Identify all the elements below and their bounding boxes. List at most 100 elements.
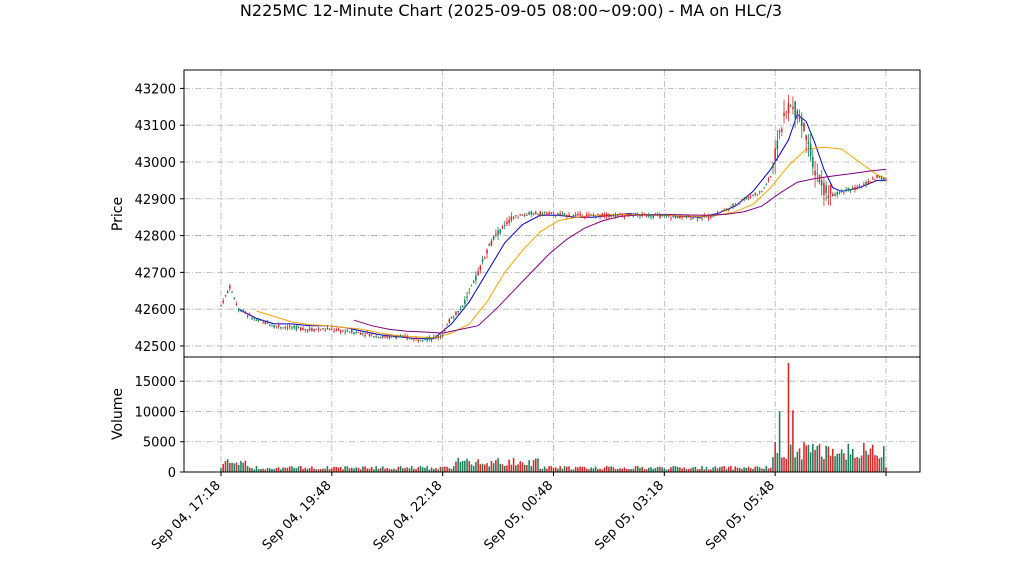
volume-bar: [754, 466, 756, 472]
candle-body: [550, 212, 553, 214]
candle-body: [769, 176, 772, 178]
x-tick-label: Sep 05, 00:48: [481, 478, 556, 553]
volume-bar: [588, 469, 590, 472]
volume-bar: [344, 466, 346, 472]
candle-body: [541, 213, 544, 215]
candle-body: [643, 214, 646, 216]
candle-body: [455, 311, 457, 315]
candle-body: [705, 216, 708, 218]
candle-body: [632, 216, 635, 218]
volume-bar: [730, 466, 732, 472]
volume-bar: [368, 468, 371, 472]
volume-bar: [222, 463, 224, 472]
candle-body: [515, 215, 517, 216]
candle-body: [413, 337, 415, 340]
volume-panel: 0 5000 10000 15000 Volume: [110, 356, 921, 481]
volume-bar: [468, 460, 471, 472]
volume-bar: [421, 467, 424, 472]
volume-bar: [286, 467, 289, 472]
candle-body: [457, 310, 459, 313]
candle-body: [355, 332, 357, 334]
volume-bar: [532, 460, 535, 472]
volume-bar: [676, 467, 679, 472]
volume-bar: [552, 467, 555, 472]
volume-bar: [829, 455, 832, 472]
volume-bar: [364, 466, 366, 472]
volume-bar: [672, 466, 674, 472]
candle-body: [692, 218, 694, 219]
volume-bar: [774, 441, 776, 472]
volume-plot-frame: [183, 356, 921, 473]
volume-y-ticks: 0 5000 10000 15000: [135, 375, 184, 481]
candle-body: [526, 214, 528, 216]
candle-body: [308, 328, 311, 331]
volume-bar: [297, 466, 300, 472]
candle-body: [331, 329, 333, 330]
volume-bar: [401, 468, 404, 472]
volume-bar: [843, 453, 845, 472]
volume-bar: [849, 454, 852, 472]
candle-body: [222, 300, 224, 303]
volume-bar: [559, 466, 561, 472]
candle-body: [623, 215, 626, 218]
volume-bar: [377, 469, 380, 472]
volume-bar: [240, 461, 242, 472]
candle-body: [732, 204, 734, 207]
volume-bar: [433, 468, 435, 472]
x-tick-label: Sep 04, 19:48: [260, 478, 335, 553]
candle-body: [344, 331, 346, 333]
volume-bar: [781, 457, 783, 472]
volume-bar: [696, 469, 699, 472]
volume-tick-label: 5000: [143, 436, 176, 451]
candle-body: [718, 212, 721, 214]
candle-body: [444, 330, 446, 332]
candle-body: [539, 211, 541, 216]
moving-average-lines: [238, 113, 887, 340]
volume-bar: [231, 462, 233, 472]
volume-bar: [703, 469, 706, 472]
volume-bar: [413, 468, 415, 472]
volume-bar: [359, 469, 362, 472]
candle-body: [430, 339, 433, 341]
candle-body: [758, 191, 761, 193]
candle-body: [608, 215, 610, 218]
candle-body: [628, 214, 630, 217]
candle-body: [253, 317, 256, 319]
candle-body: [324, 329, 326, 331]
candle-body: [876, 175, 878, 178]
candle-body: [348, 332, 351, 334]
volume-bar: [415, 469, 417, 472]
candle-body: [694, 216, 697, 218]
candle-body: [712, 216, 714, 218]
volume-bar: [789, 444, 792, 472]
volume-bar: [464, 460, 466, 472]
volume-bar: [497, 458, 499, 472]
volume-bar: [641, 467, 643, 472]
candle-body: [519, 214, 522, 215]
candle-body: [727, 208, 730, 211]
candle-body: [699, 216, 701, 219]
volume-bar: [366, 468, 369, 472]
candle-body: [670, 217, 672, 219]
volume-bar: [787, 363, 790, 472]
volume-bar: [628, 469, 630, 472]
candle-body: [625, 214, 628, 216]
volume-bar: [484, 464, 486, 472]
volume-bar: [734, 466, 737, 472]
candle-body: [816, 173, 819, 175]
candle-body: [750, 196, 752, 198]
candle-body: [337, 328, 340, 331]
candle-body: [351, 330, 353, 333]
candle-body: [353, 332, 355, 334]
candle-body: [364, 334, 366, 336]
candle-body: [417, 339, 420, 341]
volume-bar: [382, 466, 384, 472]
volume-bar: [233, 463, 236, 472]
volume-bar: [444, 466, 446, 472]
volume-bar: [224, 461, 227, 472]
candle-body: [736, 203, 739, 205]
candle-body: [685, 215, 688, 218]
volume-tick-label: 0: [168, 466, 176, 481]
candle-body: [783, 112, 785, 117]
volume-bar: [379, 468, 382, 472]
